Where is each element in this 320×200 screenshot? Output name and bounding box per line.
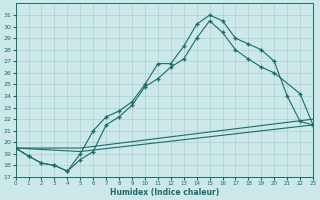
X-axis label: Humidex (Indice chaleur): Humidex (Indice chaleur) [110, 188, 219, 197]
